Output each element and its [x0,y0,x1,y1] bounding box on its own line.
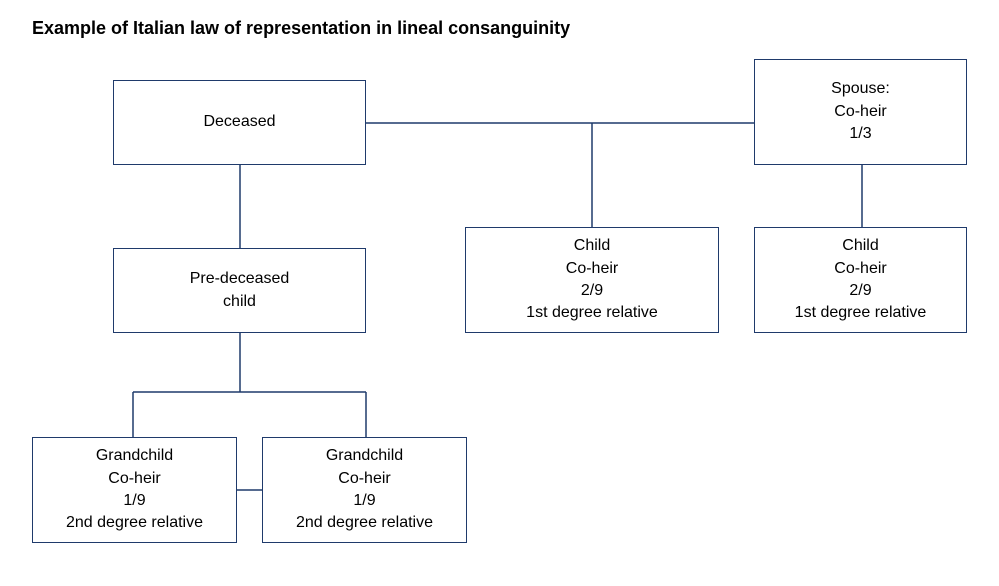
node-label: Co-heir [834,258,886,280]
node-label: Co-heir [108,468,160,490]
node-label: Grandchild [326,445,403,467]
node-grandchild2: GrandchildCo-heir1/92nd degree relative [262,437,467,543]
node-label: Child [842,235,878,257]
node-child1: ChildCo-heir2/91st degree relative [465,227,719,333]
node-spouse: Spouse:Co-heir1/3 [754,59,967,165]
node-label: 1/9 [123,490,145,512]
node-label: child [223,291,256,313]
node-label: Grandchild [96,445,173,467]
page-title: Example of Italian law of representation… [32,18,570,39]
node-label: Co-heir [834,101,886,123]
node-label: Deceased [203,111,275,133]
node-deceased: Deceased [113,80,366,165]
node-child2: ChildCo-heir2/91st degree relative [754,227,967,333]
node-predeceased: Pre-deceasedchild [113,248,366,333]
node-label: Co-heir [566,258,618,280]
node-label: Co-heir [338,468,390,490]
node-label: 1st degree relative [795,302,927,324]
node-label: 2/9 [581,280,603,302]
node-label: 2nd degree relative [66,512,203,534]
node-label: Child [574,235,610,257]
node-label: 2nd degree relative [296,512,433,534]
node-label: 1/9 [353,490,375,512]
node-label: 1/3 [849,123,871,145]
node-label: Pre-deceased [190,268,290,290]
node-label: Spouse: [831,78,890,100]
node-grandchild1: GrandchildCo-heir1/92nd degree relative [32,437,237,543]
node-label: 1st degree relative [526,302,658,324]
node-label: 2/9 [849,280,871,302]
